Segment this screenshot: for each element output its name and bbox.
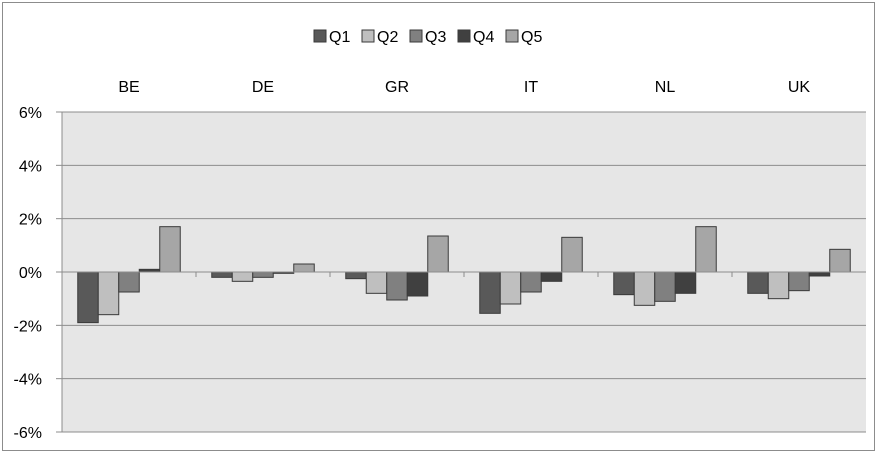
bar-q2-be xyxy=(97,271,120,316)
bar-q5-de xyxy=(293,263,315,273)
bar-q5-uk xyxy=(829,248,851,273)
bar-q1-it xyxy=(479,271,501,314)
category-label: DE xyxy=(252,79,274,96)
category-label: IT xyxy=(524,79,538,96)
bar-q3-be xyxy=(118,271,140,293)
bar-q4-gr xyxy=(406,271,429,297)
legend-label-q1: Q1 xyxy=(329,29,350,46)
legend-swatch-q3 xyxy=(409,29,423,43)
category-label: BE xyxy=(118,79,139,96)
y-tick-label: 4% xyxy=(19,158,42,175)
bar-q2-nl xyxy=(633,271,656,306)
category-label: UK xyxy=(788,79,811,96)
bar-q5-nl xyxy=(695,226,717,273)
y-tick-label: 0% xyxy=(19,265,42,282)
bar-q1-be xyxy=(77,271,99,324)
bar-q2-gr xyxy=(365,271,388,294)
y-tick-label: -2% xyxy=(14,318,42,335)
y-tick-label: -4% xyxy=(14,372,42,389)
legend-swatch-q1 xyxy=(313,29,327,43)
bar-q2-it xyxy=(499,271,522,305)
bar-q3-gr xyxy=(386,271,408,301)
legend-swatch-q4 xyxy=(457,29,471,43)
legend-label-q4: Q4 xyxy=(473,29,494,46)
bar-q4-it xyxy=(540,271,563,282)
bar-q2-uk xyxy=(767,271,790,300)
bar-q3-de xyxy=(252,271,274,278)
category-label: NL xyxy=(655,79,676,96)
bar-q1-de xyxy=(211,271,233,278)
bar-q1-nl xyxy=(613,271,635,296)
bar-q4-nl xyxy=(674,271,697,294)
bar-q5-be xyxy=(159,226,181,273)
y-tick-label: 2% xyxy=(19,212,42,229)
legend-swatch-q5 xyxy=(505,29,519,43)
bar-q2-de xyxy=(231,271,254,282)
legend-swatch-q2 xyxy=(361,29,375,43)
bar-q3-uk xyxy=(788,271,810,292)
y-tick-label: 6% xyxy=(19,105,42,122)
legend-label-q2: Q2 xyxy=(377,29,398,46)
y-tick-label: -6% xyxy=(14,425,42,442)
category-label: GR xyxy=(385,79,409,96)
bar-q3-it xyxy=(520,271,542,293)
bar-q1-uk xyxy=(747,271,769,294)
bar-q3-nl xyxy=(654,271,676,302)
bar-q5-it xyxy=(561,236,583,273)
legend-label-q5: Q5 xyxy=(521,29,542,46)
legend-label-q3: Q3 xyxy=(425,29,446,46)
bar-q4-uk xyxy=(808,271,831,277)
bar-q5-gr xyxy=(427,235,449,273)
bar-q1-gr xyxy=(345,271,367,280)
